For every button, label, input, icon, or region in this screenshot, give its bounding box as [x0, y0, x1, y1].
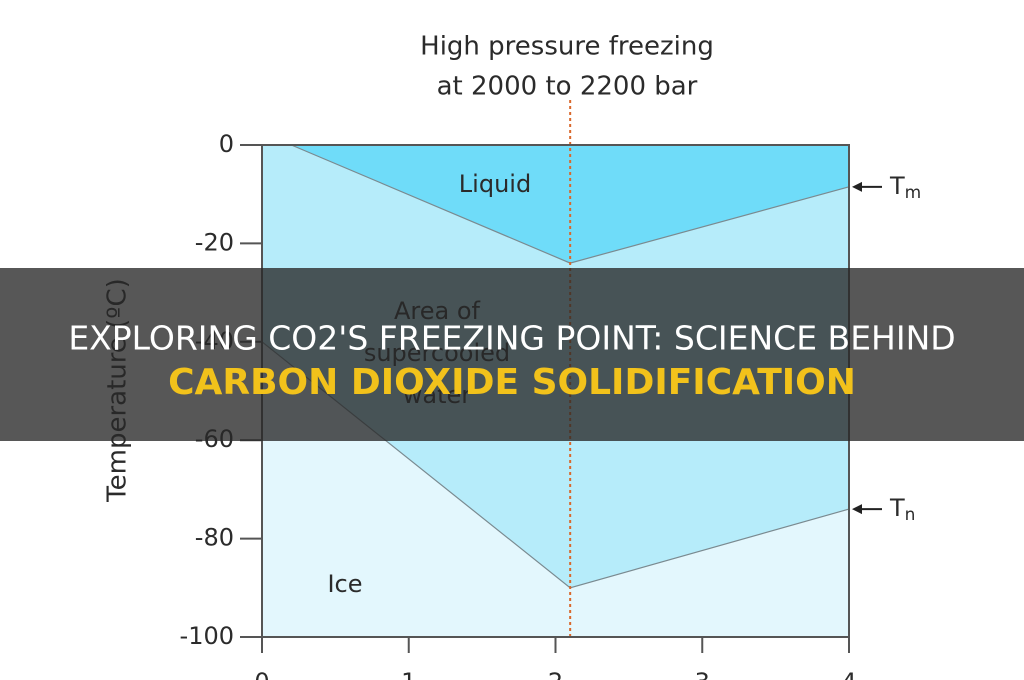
x-tick-label: 0 [254, 668, 269, 680]
banner [0, 268, 1024, 441]
end-label: Tm [889, 172, 921, 203]
banner-title: CARBON DIOXIDE SOLIDIFICATION [168, 362, 856, 403]
y-tick-label: -100 [180, 622, 234, 650]
arrow-head [852, 504, 862, 515]
end-label-main: T [889, 494, 905, 522]
chart-title: High pressure freezing [420, 32, 714, 62]
end-label-main: T [889, 172, 905, 200]
x-tick-label: 2 [548, 668, 563, 680]
chart-title: at 2000 to 2200 bar [437, 72, 698, 102]
x-tick-label: 4 [841, 668, 856, 680]
end-label: Tn [889, 494, 915, 525]
y-tick-label: -20 [195, 228, 234, 256]
x-tick-label: 1 [401, 668, 416, 680]
y-tick-label: -80 [195, 524, 234, 552]
y-tick-label: 0 [219, 130, 234, 158]
x-tick-label: 3 [695, 668, 710, 680]
end-label-sub: m [905, 183, 922, 203]
region-label: Liquid [459, 170, 531, 198]
banner-title: EXPLORING CO2'S FREEZING POINT: SCIENCE … [68, 319, 955, 358]
arrow-head [852, 181, 862, 192]
end-label-sub: n [905, 505, 916, 525]
region-label: Ice [327, 570, 362, 598]
